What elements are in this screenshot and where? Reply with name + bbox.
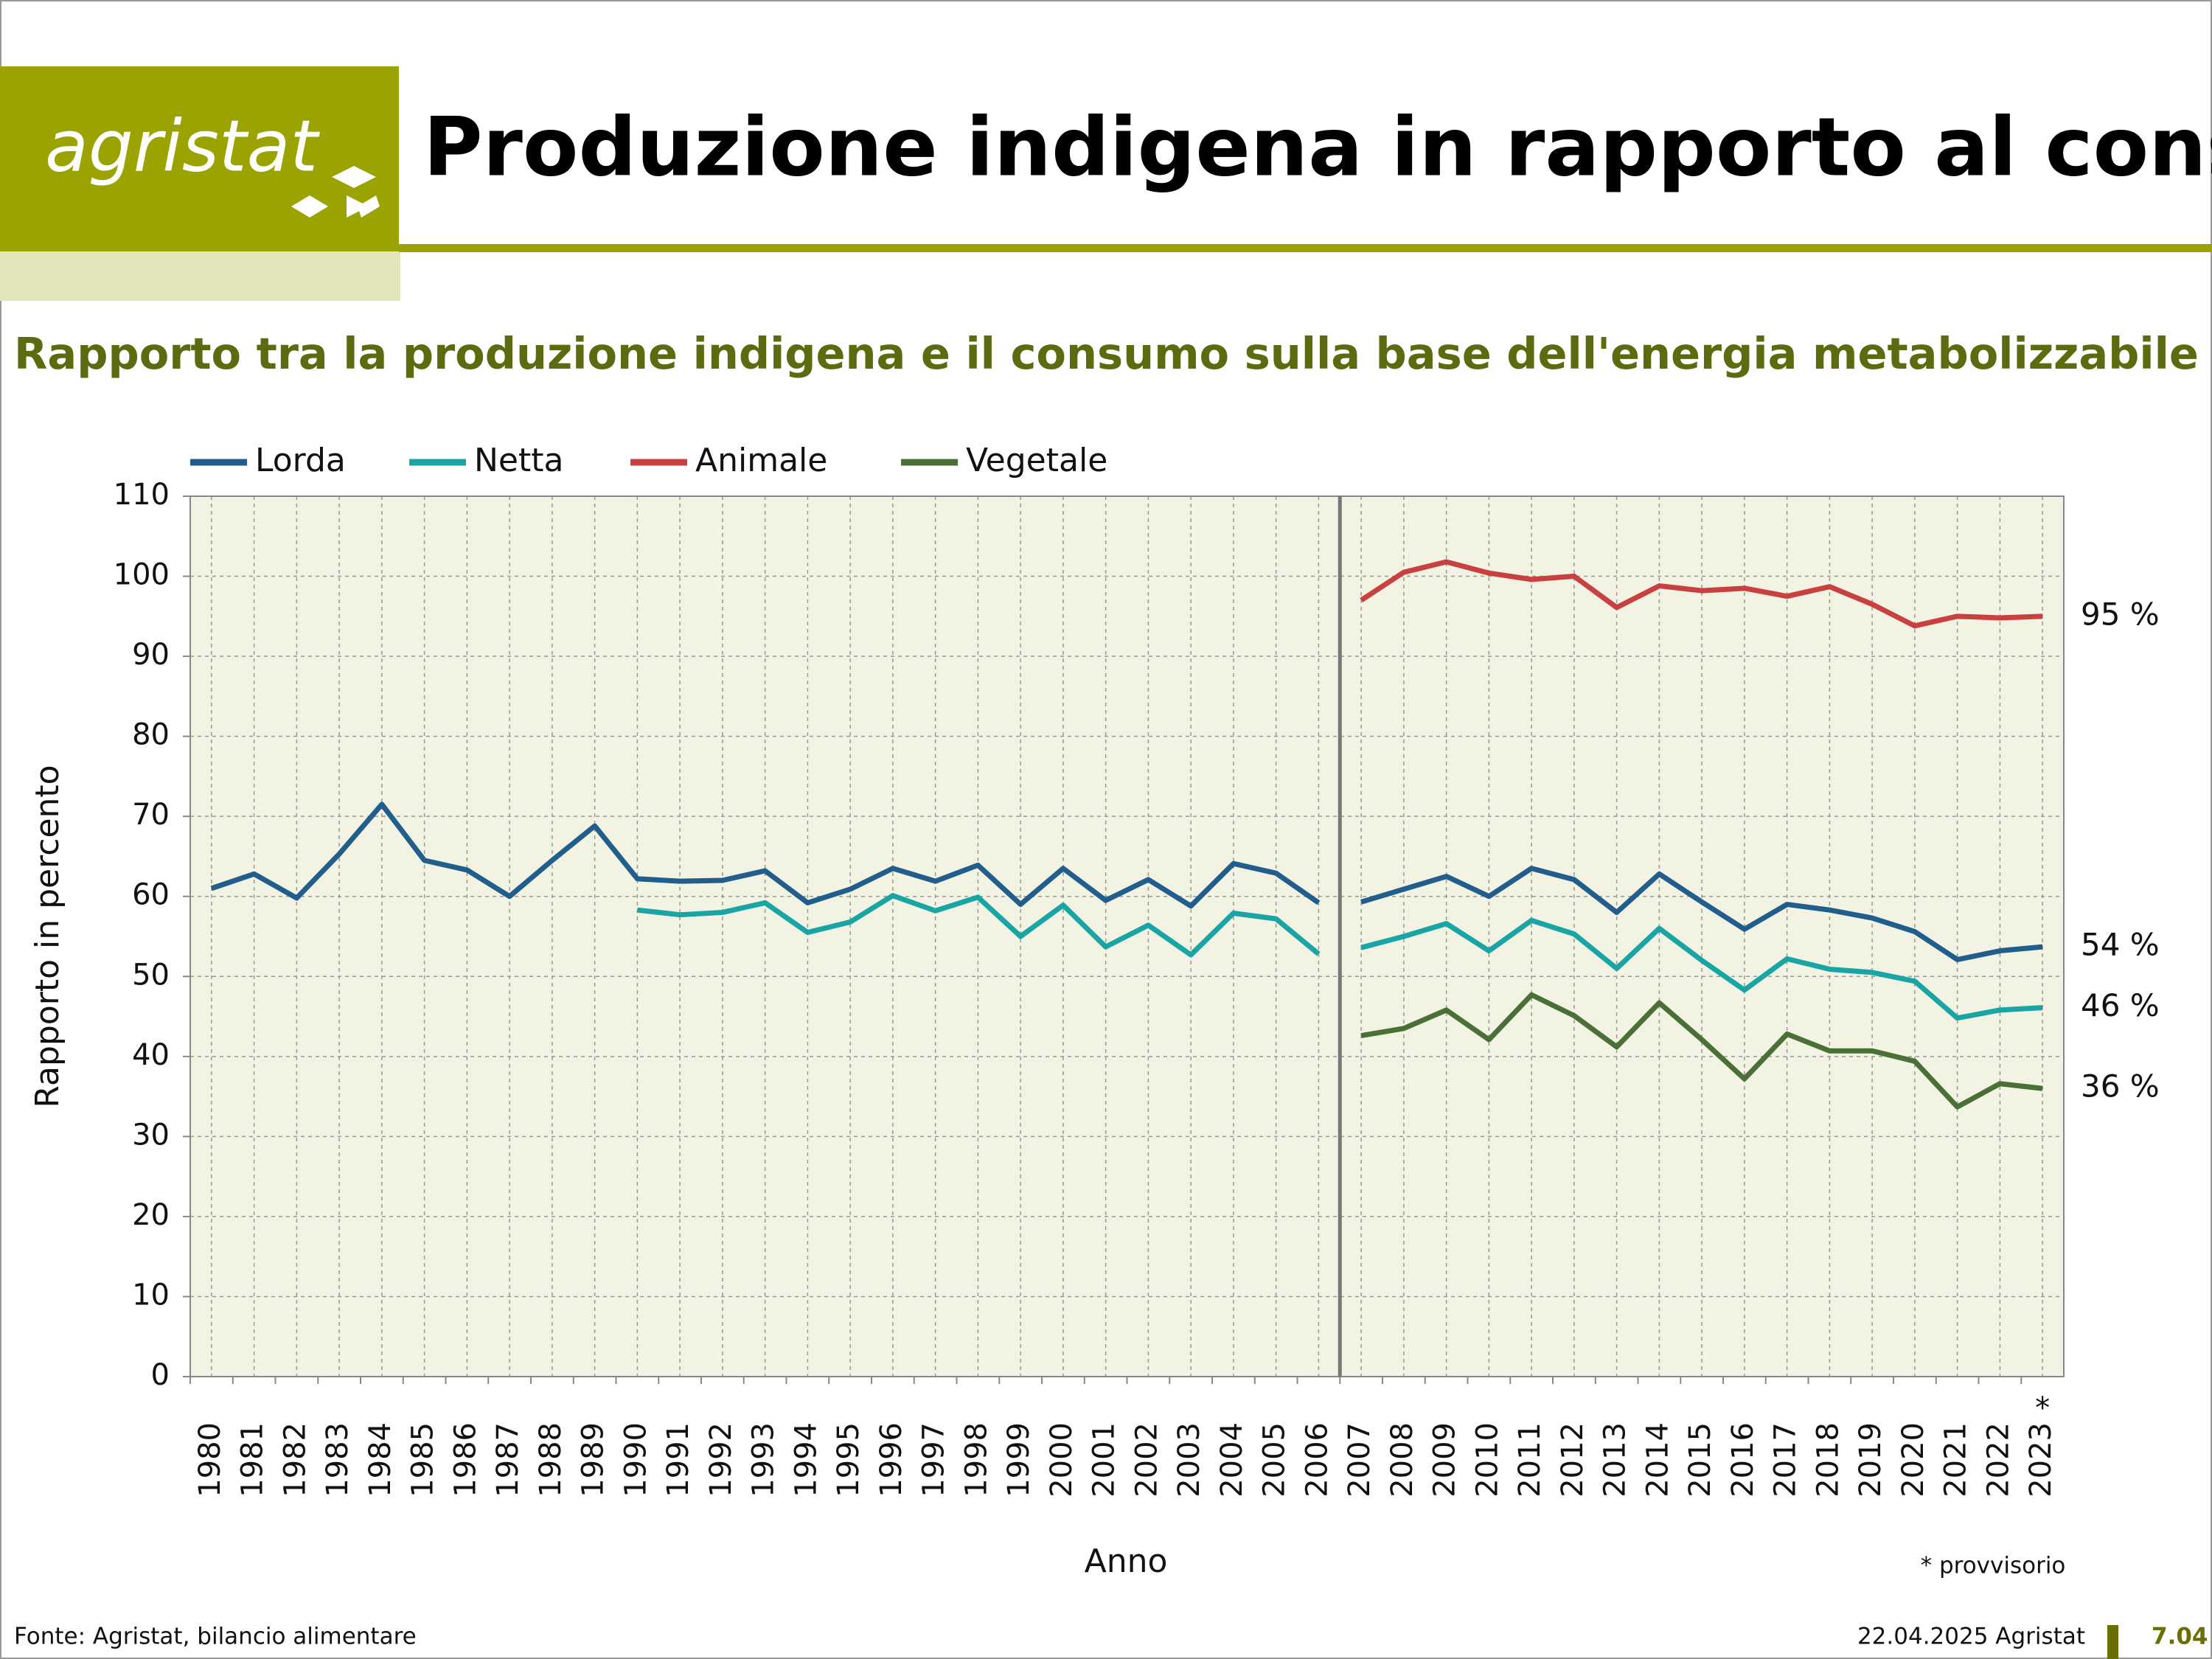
footer-source: Fonte: Agristat, bilancio alimentare	[14, 1624, 417, 1650]
x-tick-label: 2019	[1854, 1422, 1888, 1498]
x-tick-label: 2003	[1172, 1422, 1206, 1498]
x-tick-label: 1989	[577, 1422, 611, 1498]
y-tick-label: 100	[114, 558, 170, 592]
x-tick-label: 2017	[1769, 1422, 1803, 1498]
x-tick-label: 1991	[661, 1422, 695, 1498]
x-tick-label: 2012	[1556, 1422, 1590, 1498]
x-tick-label: 1998	[959, 1422, 993, 1498]
x-tick-label: 2016	[1726, 1422, 1760, 1498]
x-axis-label: Anno	[1085, 1543, 1168, 1580]
x-tick-label: 1987	[491, 1422, 525, 1498]
x-tick-label: 2014	[1641, 1422, 1674, 1498]
x-tick-label: 2008	[1385, 1422, 1419, 1498]
legend-label: Vegetale	[966, 442, 1107, 479]
x-tick-label: 2013	[1599, 1422, 1632, 1498]
y-tick-label: 80	[132, 718, 170, 752]
series-line	[1360, 992, 2043, 1110]
logo-box	[0, 66, 399, 251]
x-tick-label: 1983	[321, 1422, 355, 1498]
y-tick-label: 10	[132, 1278, 170, 1312]
x-tick-label: 1982	[278, 1422, 312, 1498]
y-tick-label: 110	[114, 478, 170, 512]
series-line	[1360, 917, 2043, 1021]
legend-label: Animale	[695, 442, 827, 479]
series-line	[1360, 559, 2043, 629]
footer-date: 22.04.2025 Agristat	[1857, 1624, 2085, 1650]
note: * provvisorio	[1921, 1553, 2066, 1579]
y-tick-label: 40	[132, 1038, 170, 1072]
chart-title: Rapporto tra la produzione indigena e il…	[14, 328, 2199, 379]
series-line	[1360, 866, 2043, 962]
x-tick-label: 1990	[619, 1422, 653, 1498]
x-tick-label: 2010	[1470, 1422, 1504, 1498]
x-tick-label: 2002	[1130, 1422, 1164, 1498]
x-tick-label: 1997	[917, 1422, 951, 1498]
y-tick-label: 70	[132, 798, 170, 832]
end-label: 95 %	[2081, 596, 2160, 632]
x-annotation: *	[2035, 1391, 2050, 1425]
x-tick-label: 2023	[2024, 1422, 2058, 1498]
x-tick-label: 1981	[236, 1422, 270, 1498]
x-tick-label: 2015	[1683, 1422, 1717, 1498]
x-tick-label: 1994	[789, 1422, 823, 1498]
x-tick-label: 2004	[1215, 1422, 1249, 1498]
end-label: 54 %	[2081, 927, 2160, 963]
x-tick-label: 2020	[1896, 1422, 1930, 1498]
plot-frame	[189, 495, 2065, 1377]
x-tick-label: 2018	[1811, 1422, 1845, 1498]
header-rule	[399, 244, 2212, 252]
x-tick-label: 2001	[1088, 1422, 1121, 1498]
x-tick-label: 2006	[1300, 1422, 1334, 1498]
footer-bar	[2107, 1625, 2118, 1659]
x-tick-label: 1984	[364, 1422, 397, 1498]
end-label: 36 %	[2081, 1068, 2160, 1105]
x-tick-label: 2000	[1045, 1422, 1079, 1498]
legend-label: Netta	[474, 442, 563, 479]
x-tick-label: 2005	[1258, 1422, 1292, 1498]
legend-label: Lorda	[255, 442, 346, 479]
logo-mark	[291, 166, 380, 218]
y-tick-label: 0	[151, 1358, 170, 1392]
x-tick-label: 2009	[1428, 1422, 1462, 1498]
x-tick-label: 2011	[1513, 1422, 1547, 1498]
x-tick-label: 1996	[874, 1422, 908, 1498]
x-tick-label: 1999	[1002, 1422, 1036, 1498]
y-tick-label: 20	[132, 1198, 170, 1232]
x-tick-label: 2022	[1981, 1422, 2015, 1498]
y-tick-label: 90	[132, 638, 170, 672]
logo-strip	[0, 251, 400, 301]
x-tick-label: 1980	[193, 1422, 227, 1498]
x-tick-label: 2021	[1939, 1422, 1973, 1498]
page-number: 7.04	[2152, 1624, 2208, 1650]
x-tick-label: 1995	[832, 1422, 866, 1498]
x-tick-label: 1988	[534, 1422, 568, 1498]
x-tick-label: 1985	[406, 1422, 440, 1498]
series-line	[636, 893, 1321, 958]
y-axis-label: Rapporto in percento	[29, 765, 66, 1107]
series-line	[210, 801, 1321, 909]
x-tick-label: 1992	[704, 1422, 738, 1498]
x-tick-label: 2007	[1343, 1422, 1377, 1498]
end-label: 46 %	[2081, 987, 2160, 1023]
y-tick-label: 50	[132, 958, 170, 992]
x-tick-label: 1986	[448, 1422, 482, 1498]
page-title: Produzione indigena in rapporto al consu…	[423, 100, 2212, 194]
y-tick-label: 30	[132, 1118, 170, 1152]
logo-text: agristat	[45, 105, 320, 187]
y-tick-label: 60	[132, 878, 170, 912]
x-tick-label: 1993	[747, 1422, 781, 1498]
